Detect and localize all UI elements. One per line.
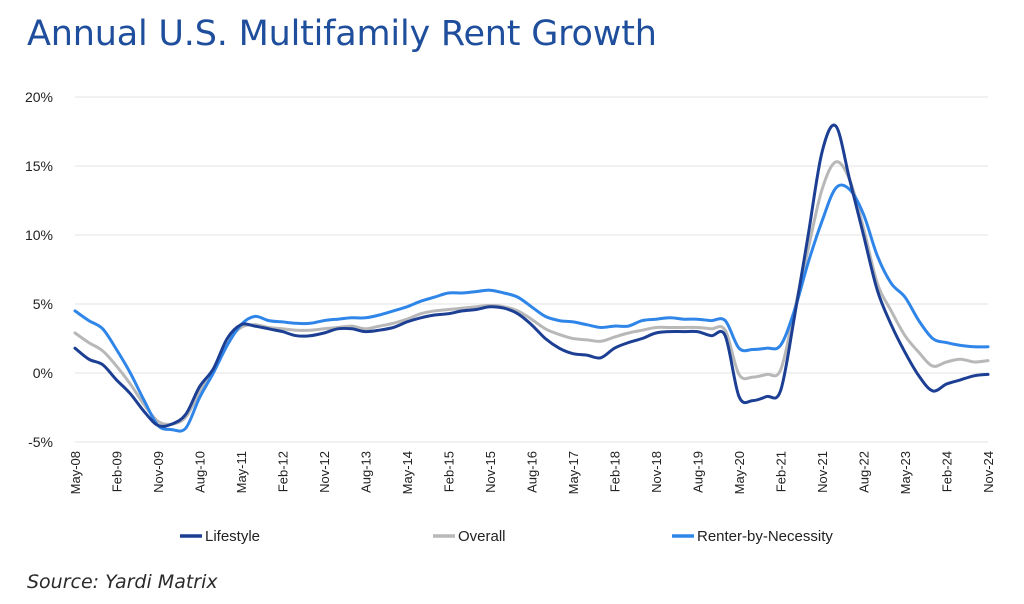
y-tick-label: 10%: [25, 227, 53, 243]
x-tick-label: Nov-18: [649, 451, 664, 493]
y-tick-label: 15%: [25, 158, 53, 174]
y-tick-label: 0%: [33, 365, 53, 381]
x-tick-label: Nov-21: [815, 451, 830, 493]
x-tick-label: Feb-24: [940, 451, 955, 492]
x-tick-label: Feb-21: [774, 451, 789, 492]
x-tick-label: Aug-10: [193, 451, 208, 493]
x-tick-label: May-20: [732, 451, 747, 494]
x-tick-label: Nov-24: [981, 451, 996, 493]
x-tick-label: Nov-12: [317, 451, 332, 493]
x-tick-label: Feb-09: [110, 451, 125, 492]
series-line-lifestyle: [73, 123, 990, 428]
grid-lines: [75, 96, 988, 443]
y-tick-label: 20%: [25, 89, 53, 105]
legend-item: Lifestyle: [180, 528, 260, 545]
series-lines: [73, 123, 990, 433]
legend-label: Overall: [458, 528, 506, 545]
series-line-renter-by-necessity: [73, 183, 990, 433]
series-line-overall: [73, 160, 990, 426]
legend-item: Renter-by-Necessity: [672, 528, 833, 545]
source-note: Source: Yardi Matrix: [27, 571, 218, 593]
legend-label: Lifestyle: [205, 528, 260, 545]
x-tick-label: Feb-18: [608, 451, 623, 492]
x-tick-label: May-08: [68, 451, 83, 494]
y-tick-label: -5%: [28, 434, 53, 450]
legend: Lifestyle Overall Renter-by-Necessity: [180, 528, 833, 545]
x-tick-label: Aug-19: [691, 451, 706, 493]
x-axis-ticks: May-08 Feb-09 Nov-09 Aug-10 May-11 Feb-12 Nov-…: [68, 451, 996, 494]
chart-title: Annual U.S. Multifamily Rent Growth: [27, 14, 657, 54]
x-tick-label: May-17: [566, 451, 581, 494]
legend-item: Overall: [433, 528, 506, 545]
legend-label: Renter-by-Necessity: [697, 528, 833, 545]
x-tick-label: Nov-09: [151, 451, 166, 493]
x-tick-label: Aug-13: [359, 451, 374, 493]
x-tick-label: May-23: [898, 451, 913, 494]
y-tick-label: 5%: [33, 296, 53, 312]
x-tick-label: Aug-16: [525, 451, 540, 493]
x-tick-label: May-14: [400, 451, 415, 494]
x-tick-label: Nov-15: [483, 451, 498, 493]
x-tick-label: May-11: [234, 451, 249, 493]
x-tick-label: Aug-22: [857, 451, 872, 493]
x-tick-label: Feb-15: [442, 451, 457, 492]
x-tick-label: Feb-12: [276, 451, 291, 492]
y-axis-ticks: -5% 0% 5% 10% 15% 20%: [25, 89, 53, 450]
